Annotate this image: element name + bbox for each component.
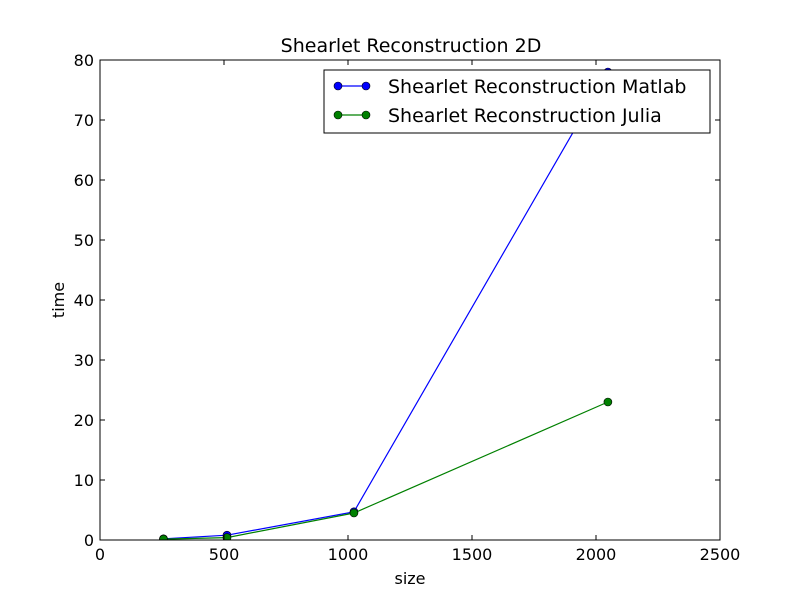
legend: Shearlet Reconstruction Matlab Shearlet R… (323, 69, 711, 134)
legend-label: Shearlet Reconstruction Matlab (388, 76, 686, 98)
series-line (163, 401, 609, 540)
x-tick-label: 0 (95, 545, 105, 564)
plot-area (159, 67, 613, 540)
x-axis-label: size (394, 569, 425, 588)
y-tick-label: 70 (74, 111, 94, 130)
y-tick-label: 20 (74, 411, 94, 430)
y-tick-label: 80 (74, 51, 94, 70)
x-tick-label: 500 (209, 545, 240, 564)
y-tick-label: 60 (74, 171, 94, 190)
legend-label: Shearlet Reconstruction Julia (388, 105, 662, 127)
legend-marker (361, 81, 371, 91)
series-1 (159, 397, 613, 540)
x-tick-label: 2000 (576, 545, 617, 564)
data-point (603, 397, 613, 407)
data-point (349, 508, 359, 518)
y-tick-label: 10 (74, 471, 94, 490)
legend-marker (333, 81, 343, 91)
y-tick-label: 30 (74, 351, 94, 370)
x-axis: 0 500 1000 1500 2000 2500 (95, 60, 740, 564)
x-tick-label: 1500 (452, 545, 493, 564)
x-tick-label: 1000 (328, 545, 369, 564)
y-tick-label: 0 (84, 531, 94, 550)
y-tick-label: 50 (74, 231, 94, 250)
legend-marker (333, 110, 343, 120)
x-tick-label: 2500 (700, 545, 741, 564)
legend-box (323, 69, 711, 134)
data-point (159, 534, 168, 540)
y-axis-label: time (49, 282, 68, 318)
series-line (163, 71, 609, 540)
legend-marker (361, 110, 371, 120)
data-point (222, 533, 232, 540)
series-0 (159, 67, 613, 540)
chart-title: Shearlet Reconstruction 2D (281, 35, 542, 57)
y-axis: 0 10 20 30 40 50 60 70 80 (74, 51, 720, 550)
y-tick-label: 40 (74, 291, 94, 310)
